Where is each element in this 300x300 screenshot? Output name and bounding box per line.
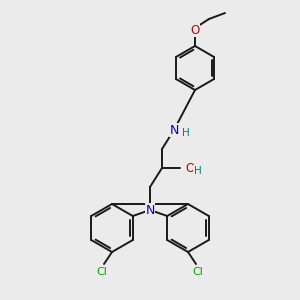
Text: O: O (190, 23, 200, 37)
Text: N: N (169, 124, 179, 136)
Text: Cl: Cl (97, 267, 107, 277)
Text: H: H (182, 128, 190, 138)
Text: Cl: Cl (193, 267, 203, 277)
Text: N: N (145, 203, 155, 217)
Text: O: O (185, 161, 194, 175)
Text: H: H (194, 166, 202, 176)
